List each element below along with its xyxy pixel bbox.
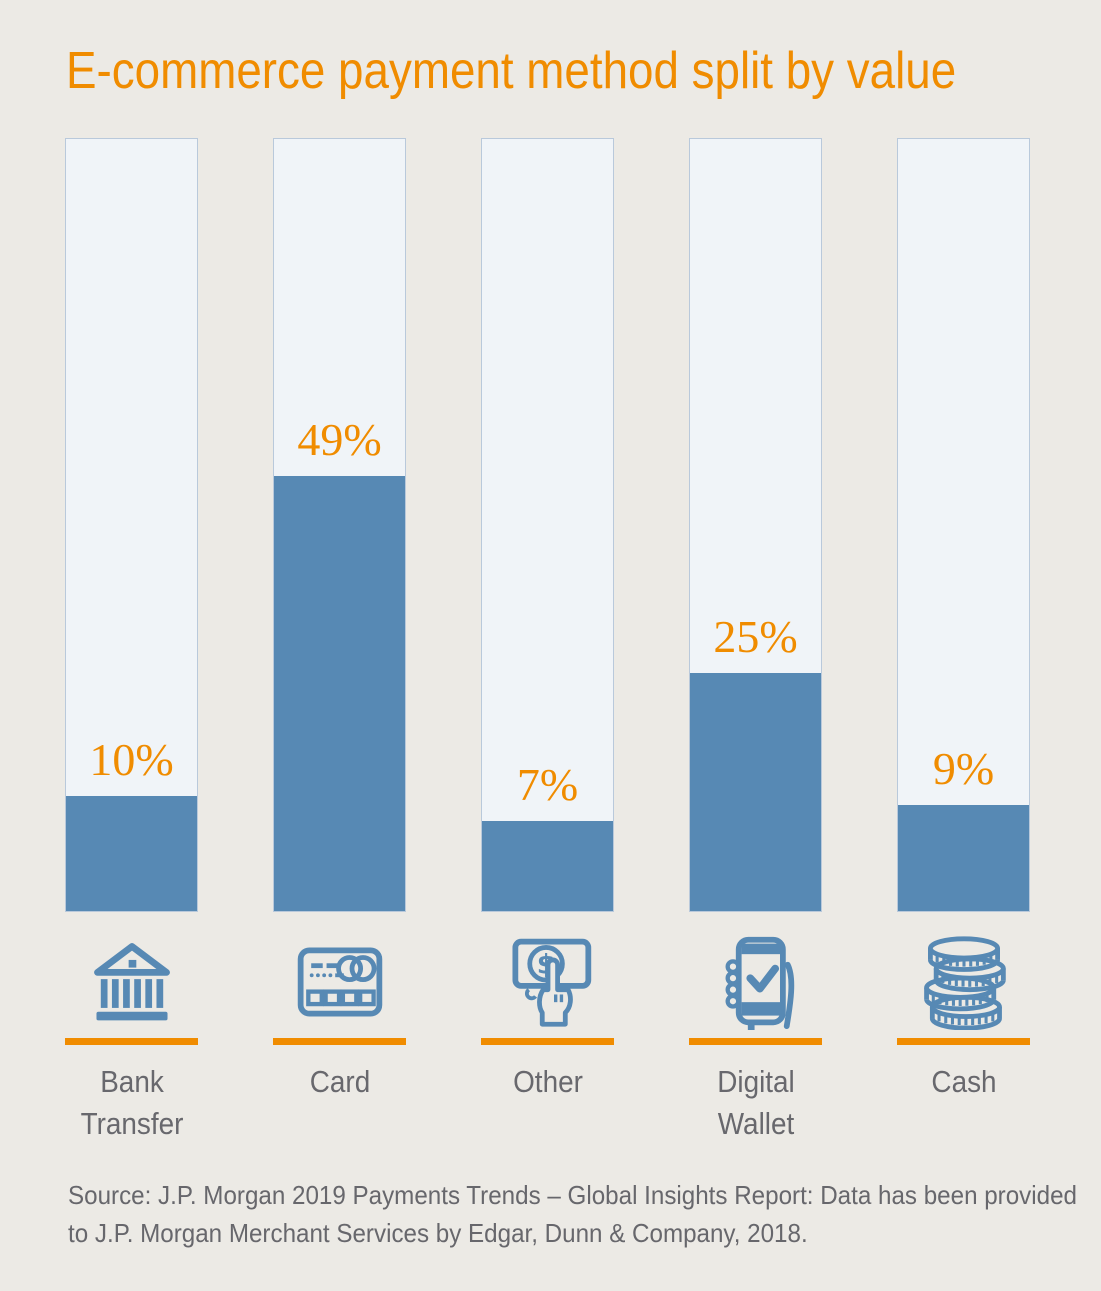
bar-column: 7% $ Other bbox=[481, 138, 614, 1145]
bar-value-label: 49% bbox=[297, 414, 382, 465]
category-label-line1: Other bbox=[512, 1064, 583, 1099]
category-label-line1: Cash bbox=[930, 1064, 997, 1099]
source-note-line1: Source: J.P. Morgan 2019 Payments Trends… bbox=[68, 1180, 1077, 1210]
category-label-line1: Bank bbox=[99, 1064, 164, 1099]
bar-column: 25% Digital Wallet bbox=[689, 138, 822, 1145]
bar-track: 9% bbox=[897, 138, 1030, 912]
coins-icon bbox=[897, 932, 1030, 1032]
credit-card-icon bbox=[273, 932, 406, 1032]
bar-value-label: 10% bbox=[89, 734, 174, 785]
hand-payment-icon: $ bbox=[481, 932, 614, 1032]
bar-fill bbox=[690, 673, 821, 911]
bar-fill bbox=[274, 476, 405, 911]
bar-column: 9% bbox=[897, 138, 1030, 1145]
bar-track: 49% bbox=[273, 138, 406, 912]
bar-column: 10% Bank Transfer bbox=[65, 138, 198, 1145]
category-label-line2: Wallet bbox=[717, 1106, 794, 1141]
bar-track: 25% bbox=[689, 138, 822, 912]
category-underline bbox=[273, 1038, 406, 1045]
category-underline bbox=[65, 1038, 198, 1045]
bar-value-label: 9% bbox=[932, 743, 995, 794]
source-note-line2: to J.P. Morgan Merchant Services by Edga… bbox=[68, 1218, 808, 1248]
category-label: Digital Wallet bbox=[684, 1061, 828, 1145]
bar-value-label: 25% bbox=[713, 611, 798, 662]
digital-wallet-icon bbox=[689, 932, 822, 1032]
bank-icon bbox=[65, 932, 198, 1032]
bar-column: 49% Card bbox=[273, 138, 406, 1145]
category-label-line2: Transfer bbox=[80, 1106, 183, 1141]
bar-fill bbox=[898, 805, 1029, 911]
bar-chart: 10% Bank Transfer 49% bbox=[65, 138, 1030, 1145]
source-note: Source: J.P. Morgan 2019 Payments Trends… bbox=[68, 1176, 1077, 1252]
page-title: E-commerce payment method split by value bbox=[66, 42, 957, 100]
category-underline bbox=[689, 1038, 822, 1045]
category-underline bbox=[481, 1038, 614, 1045]
category-label: Bank Transfer bbox=[60, 1061, 204, 1145]
category-label-line1: Digital bbox=[716, 1064, 795, 1099]
category-label: Other bbox=[476, 1061, 620, 1103]
category-label-line1: Card bbox=[309, 1064, 370, 1099]
bar-fill bbox=[66, 796, 197, 911]
category-label: Cash bbox=[892, 1061, 1036, 1103]
bar-value-label: 7% bbox=[516, 759, 579, 810]
bar-track: 7% bbox=[481, 138, 614, 912]
bar-track: 10% bbox=[65, 138, 198, 912]
category-underline bbox=[897, 1038, 1030, 1045]
bar-fill bbox=[482, 821, 613, 911]
category-label: Card bbox=[268, 1061, 412, 1103]
